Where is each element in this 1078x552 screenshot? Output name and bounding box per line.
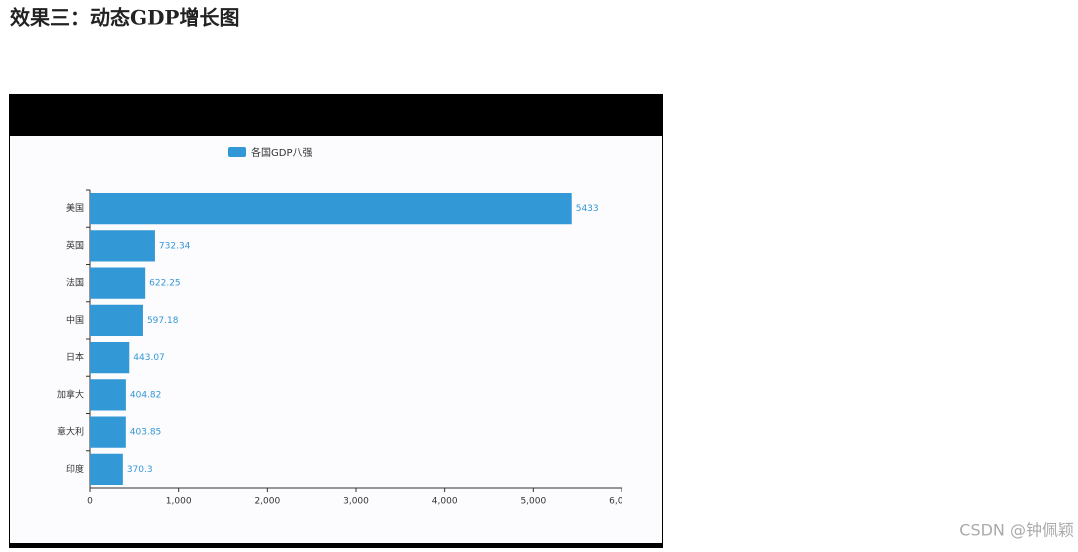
y-tick-label: 意大利 [57,426,84,438]
x-tick-label: 4,000 [432,497,458,507]
x-tick-label: 3,000 [343,497,369,507]
y-tick-label: 美国 [66,202,84,214]
plot: 各国GDP八强 0 1,000 2,000 3,000 4,000 5,000 6,000 美国… [57,146,635,507]
data-label: 5433 [576,204,599,214]
bar [90,453,123,485]
bar [90,342,130,374]
y-tick-label: 中国 [66,314,84,326]
data-label: 403.85 [130,428,162,438]
data-label: 622.25 [149,279,181,289]
x-tick-label: 2,000 [254,497,280,507]
data-label: 597.18 [147,316,179,326]
watermark: CSDN @钟佩颖 [959,521,1074,540]
y-tick-label: 加拿大 [57,388,84,400]
bar [90,267,146,299]
data-label: 404.82 [130,390,162,400]
y-tick-label: 法国 [66,277,84,289]
bar [90,193,572,225]
y-tick-label: 印度 [66,463,84,475]
bar [90,416,126,448]
bar [90,230,155,262]
y-tick-label: 英国 [66,239,84,251]
x-tick-label: 0 [87,497,93,507]
bar [90,304,143,336]
y-tick-label: 日本 [66,351,84,363]
data-label: 370.3 [127,465,153,475]
legend-swatch [228,147,246,157]
heading: 效果三：动态GDP增长图 [10,6,239,30]
x-tick-label: 1,000 [166,497,192,507]
data-label: 732.34 [159,241,191,251]
x-tick-label: 5,000 [520,497,546,507]
data-label: 443.07 [133,353,165,363]
legend-label: 各国GDP八强 [251,146,312,159]
bar [90,379,126,411]
x-tick-label: 6,000 [609,497,635,507]
